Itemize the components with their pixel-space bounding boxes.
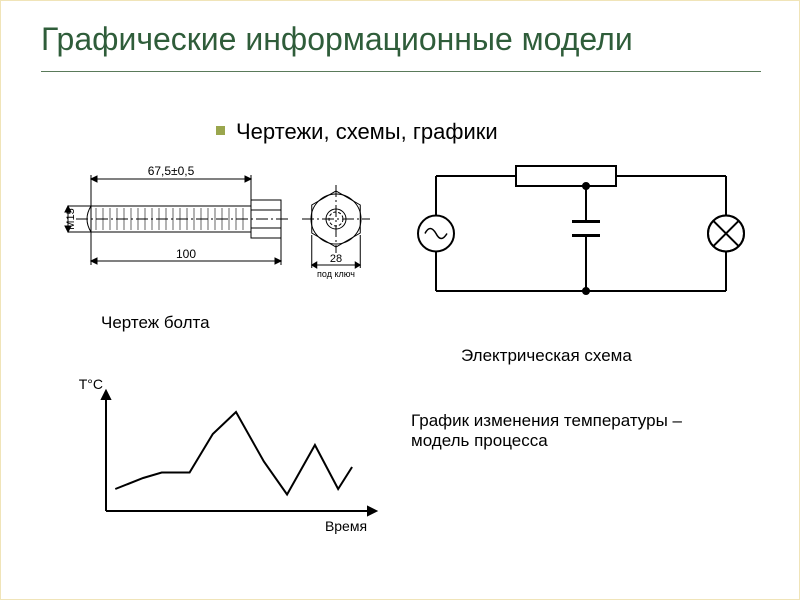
svg-text:под ключ: под ключ xyxy=(317,269,355,279)
svg-text:T°C: T°C xyxy=(79,376,103,392)
graph-caption: График изменения температуры – модель пр… xyxy=(411,411,751,451)
circuit-caption: Электрическая схема xyxy=(461,346,632,366)
svg-text:67,5±0,5: 67,5±0,5 xyxy=(148,164,195,178)
subtitle: Чертежи, схемы, графики xyxy=(236,119,498,145)
bullet-icon xyxy=(216,126,225,135)
svg-text:100: 100 xyxy=(176,247,196,261)
slide: Графические информационные модели Чертеж… xyxy=(0,0,800,600)
temperature-graph: T°C Время xyxy=(71,371,391,551)
circuit-diagram xyxy=(406,151,756,321)
title-underline xyxy=(41,71,761,72)
svg-text:28: 28 xyxy=(330,253,342,265)
page-title: Графические информационные модели xyxy=(41,21,633,58)
svg-text:Время: Время xyxy=(325,518,367,534)
bolt-drawing: 67,5±0,5 100 M15 28 под ключ xyxy=(46,151,386,311)
svg-text:M15: M15 xyxy=(65,208,77,229)
bolt-caption: Чертеж болта xyxy=(101,313,210,333)
